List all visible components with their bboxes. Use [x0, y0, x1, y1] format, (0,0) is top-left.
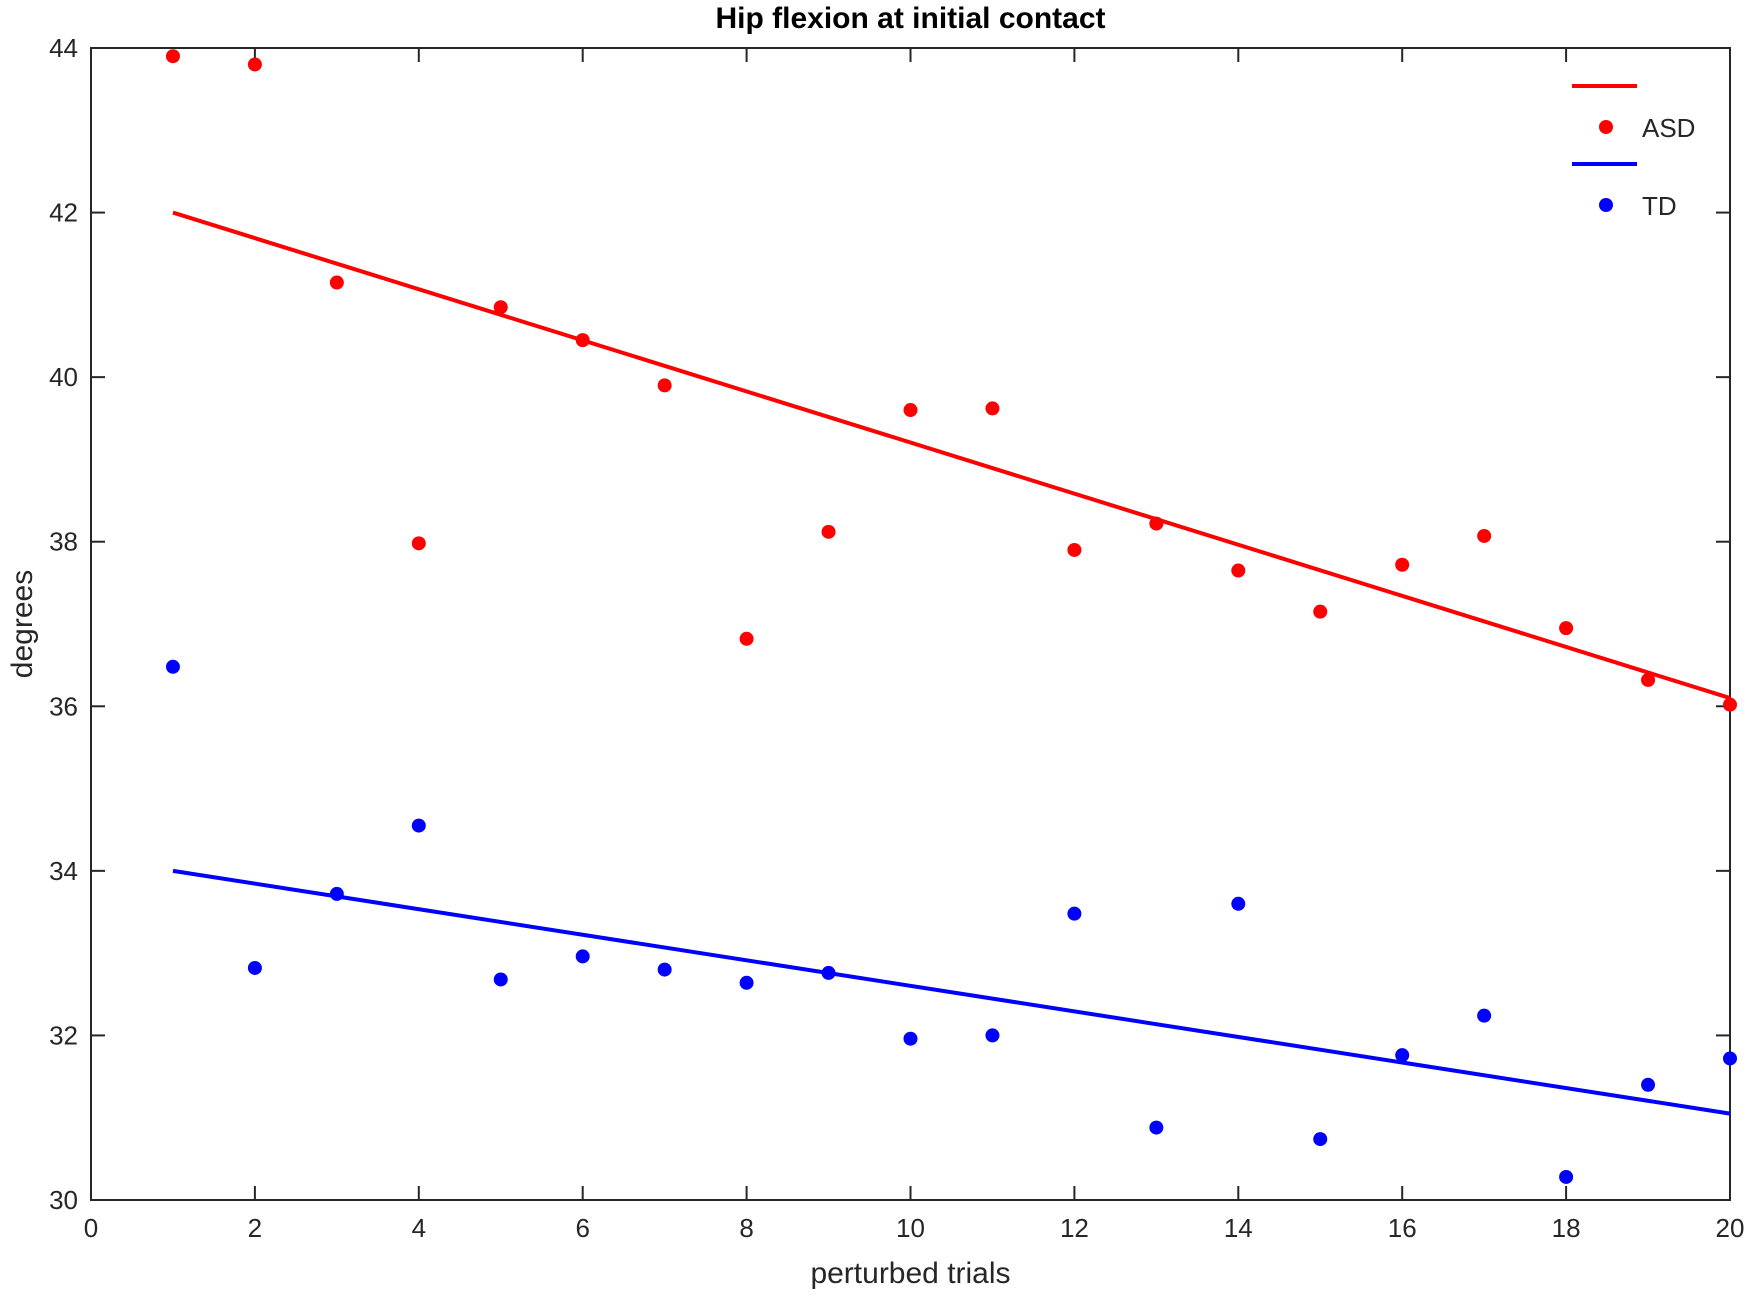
trend-line-td — [172, 868, 1731, 1116]
point-asd — [165, 49, 180, 64]
point-td — [739, 975, 754, 990]
y-tick-label: 44 — [49, 33, 78, 63]
point-asd — [493, 300, 508, 315]
point-td — [821, 965, 836, 980]
point-td — [329, 886, 344, 901]
x-tick-label: 20 — [1716, 1213, 1745, 1243]
x-tick-label: 16 — [1388, 1213, 1417, 1243]
point-asd — [821, 524, 836, 539]
y-tick-label: 38 — [49, 527, 78, 557]
x-tick-label: 8 — [739, 1213, 753, 1243]
trend-lines — [172, 210, 1731, 1116]
x-tick-label: 18 — [1552, 1213, 1581, 1243]
point-td — [1395, 1048, 1410, 1063]
chart-title: Hip flexion at initial contact — [715, 2, 1105, 35]
x-axis-label: perturbed trials — [810, 1257, 1010, 1290]
point-td — [1723, 1051, 1737, 1066]
y-axis-label: degrees — [6, 570, 39, 678]
point-asd — [575, 333, 590, 348]
legend-label-td: TD — [1642, 191, 1677, 221]
point-td — [903, 1031, 918, 1046]
x-tick-label: 12 — [1060, 1213, 1089, 1243]
y-tick-label: 34 — [49, 856, 78, 886]
y-tick-label: 36 — [49, 691, 78, 721]
trend-line-asd — [172, 210, 1731, 700]
point-td — [575, 949, 590, 964]
data-points — [165, 49, 1737, 1184]
point-asd — [657, 378, 672, 393]
point-asd — [1477, 528, 1492, 543]
point-td — [1231, 896, 1246, 911]
point-asd — [329, 275, 344, 290]
point-td — [657, 962, 672, 977]
point-asd — [1313, 604, 1328, 619]
x-tick-label: 10 — [896, 1213, 925, 1243]
point-td — [1559, 1169, 1574, 1184]
legend-label-asd: ASD — [1642, 113, 1695, 143]
point-td — [1641, 1077, 1656, 1092]
y-tick-label: 42 — [49, 198, 78, 228]
point-asd — [1231, 563, 1246, 578]
plot-area — [90, 47, 1731, 1201]
point-td — [985, 1028, 1000, 1043]
point-td — [411, 818, 426, 833]
legend-marker-asd — [1599, 120, 1613, 134]
point-asd — [985, 401, 1000, 416]
point-asd — [1395, 557, 1410, 572]
point-asd — [411, 536, 426, 551]
point-asd — [739, 631, 754, 646]
x-tick-label: 14 — [1224, 1213, 1253, 1243]
point-td — [1067, 906, 1082, 921]
x-axis: 0 2 4 6 8 10 12 14 16 18 20 — [84, 48, 1745, 1243]
point-asd — [1559, 621, 1574, 636]
x-tick-label: 4 — [412, 1213, 426, 1243]
x-tick-label: 0 — [84, 1213, 98, 1243]
x-tick-label: 2 — [248, 1213, 262, 1243]
y-tick-label: 40 — [49, 362, 78, 392]
point-asd — [1641, 672, 1656, 687]
point-td — [165, 659, 180, 674]
y-axis: 30 32 34 36 38 40 42 44 — [49, 33, 1730, 1215]
legend: ASD TD — [1572, 84, 1695, 221]
point-td — [1313, 1132, 1328, 1147]
point-asd — [1067, 542, 1082, 557]
point-td — [1149, 1120, 1164, 1135]
y-tick-label: 32 — [49, 1020, 78, 1050]
point-td — [247, 960, 262, 975]
point-asd — [247, 57, 262, 72]
x-tick-label: 6 — [575, 1213, 589, 1243]
point-asd — [903, 403, 918, 418]
point-asd — [1723, 697, 1737, 712]
point-td — [1477, 1008, 1492, 1023]
legend-marker-td — [1599, 198, 1613, 212]
point-asd — [1149, 516, 1164, 531]
y-tick-label: 30 — [49, 1185, 78, 1215]
point-td — [493, 972, 508, 987]
